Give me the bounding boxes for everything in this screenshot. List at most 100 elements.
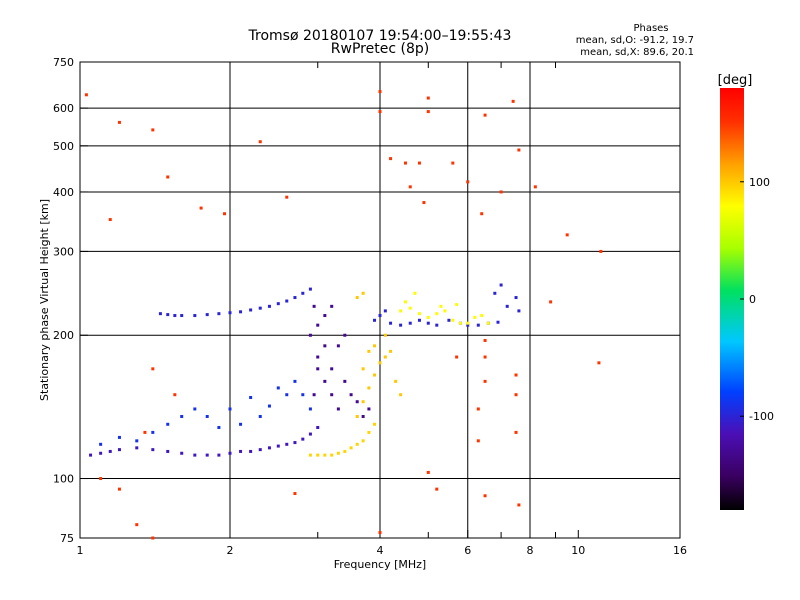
data-point — [330, 304, 334, 308]
data-point — [117, 120, 121, 124]
data-point — [108, 449, 112, 453]
data-point — [417, 161, 421, 165]
data-point — [301, 437, 305, 441]
data-point — [108, 218, 112, 222]
data-point — [143, 430, 147, 434]
data-point — [293, 492, 297, 496]
data-point — [435, 323, 439, 327]
data-point — [373, 373, 377, 377]
data-point — [336, 344, 340, 348]
data-point — [135, 439, 139, 443]
data-point — [473, 315, 477, 319]
data-point — [426, 315, 430, 319]
data-point — [293, 296, 297, 300]
data-point — [308, 432, 312, 436]
data-point — [258, 414, 262, 418]
data-point — [316, 355, 320, 359]
data-point — [511, 99, 515, 103]
series-x-cusp — [355, 291, 403, 418]
data-point — [223, 212, 227, 216]
data-point — [323, 314, 327, 318]
data-point — [117, 435, 121, 439]
data-point — [343, 333, 347, 337]
data-point — [458, 321, 462, 325]
x-tick-label: 1 — [77, 544, 84, 557]
data-point — [308, 453, 312, 457]
colorbar-ticks: 100 0 -100 — [740, 176, 774, 423]
data-point — [316, 367, 320, 371]
data-point — [426, 321, 430, 325]
data-point — [383, 333, 387, 337]
data-point — [483, 113, 487, 117]
data-point — [514, 430, 518, 434]
data-point — [514, 373, 518, 377]
data-point — [267, 446, 271, 450]
data-point — [293, 379, 297, 383]
data-point — [367, 407, 371, 411]
x-tick-label: 16 — [673, 544, 687, 557]
data-point — [173, 393, 177, 397]
y-axis-label: Stationary phase Virtual Height [km] — [38, 199, 51, 401]
series-o-trace-scatter — [99, 379, 312, 446]
series-f2-x-mode — [399, 291, 490, 325]
data-point — [217, 425, 221, 429]
data-point — [476, 323, 480, 327]
axis-ticks: 1 2 4 6 8 10 16 75 100 200 300 400 500 600 750 — [53, 56, 687, 557]
data-point — [378, 110, 382, 114]
data-point — [117, 448, 121, 452]
x-tick-label: 6 — [464, 544, 471, 557]
data-point — [447, 318, 451, 322]
data-point — [205, 453, 209, 457]
data-point — [378, 314, 382, 318]
data-point — [426, 96, 430, 100]
data-point — [323, 453, 327, 457]
data-point — [301, 291, 305, 295]
colorbar-tick-label: 0 — [749, 293, 756, 306]
legend-line-o: mean, sd,O: -91.2, 19.7 — [576, 35, 694, 46]
data-point — [361, 291, 365, 295]
data-point — [451, 161, 455, 165]
data-point — [267, 304, 271, 308]
data-point — [180, 451, 184, 455]
data-point — [480, 314, 484, 318]
data-point — [135, 523, 139, 527]
data-point — [99, 451, 103, 455]
data-point — [316, 425, 320, 429]
x-tick-label: 10 — [571, 544, 585, 557]
data-point — [312, 304, 316, 308]
y-tick-label: 300 — [53, 245, 74, 258]
y-tick-label: 750 — [53, 56, 74, 69]
data-point — [285, 195, 289, 199]
y-tick-label: 75 — [60, 532, 74, 545]
data-point — [308, 407, 312, 411]
data-point — [483, 379, 487, 383]
data-point — [403, 300, 407, 304]
data-point — [373, 318, 377, 322]
data-point — [301, 393, 305, 397]
data-point — [343, 379, 347, 383]
data-point — [355, 296, 359, 300]
data-point — [228, 407, 232, 411]
data-point — [158, 312, 162, 316]
data-point — [389, 349, 393, 353]
data-point — [258, 306, 262, 310]
data-point — [597, 361, 601, 365]
y-tick-label: 500 — [53, 140, 74, 153]
data-point — [180, 414, 184, 418]
data-point — [336, 451, 340, 455]
data-point — [151, 128, 155, 132]
data-point — [258, 448, 262, 452]
data-point — [496, 320, 500, 324]
data-point — [443, 309, 447, 313]
data-point — [361, 439, 365, 443]
y-tick-label: 400 — [53, 186, 74, 199]
y-tick-label: 200 — [53, 329, 74, 342]
data-point — [239, 449, 243, 453]
data-point — [367, 386, 371, 390]
data-point — [389, 321, 393, 325]
data-point — [455, 355, 459, 359]
data-point — [378, 361, 382, 365]
data-point — [417, 312, 421, 316]
data-point — [514, 296, 518, 300]
